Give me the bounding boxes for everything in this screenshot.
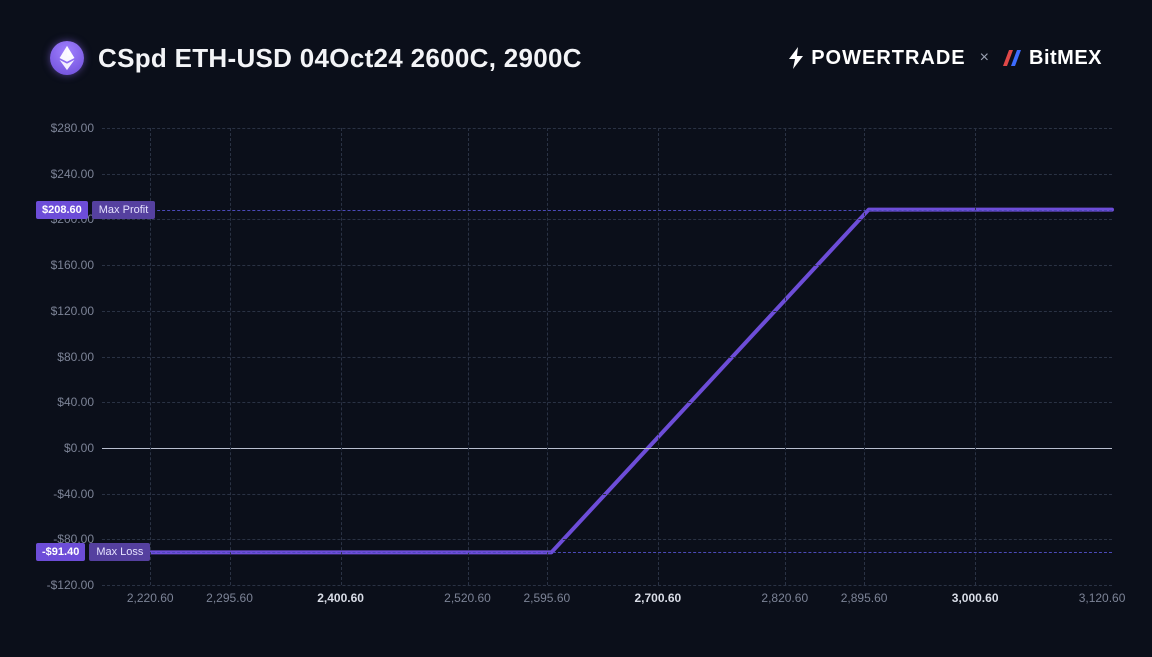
brand-powertrade-text: POWERTRADE xyxy=(811,47,965,70)
gridline-v xyxy=(785,128,786,585)
x-axis-label: 2,595.60 xyxy=(523,591,570,605)
max-loss-badge: -$91.40 Max Loss xyxy=(36,543,150,561)
y-axis-label: -$120.00 xyxy=(36,578,94,592)
x-axis-label: 3,120.60 xyxy=(1079,591,1126,605)
brand-powertrade: POWERTRADE xyxy=(787,47,965,70)
brand-group: POWERTRADE × BitMEX xyxy=(787,47,1102,70)
max-profit-value: $208.60 xyxy=(36,201,88,219)
x-axis-label: 2,700.60 xyxy=(635,591,682,605)
y-axis-label: $160.00 xyxy=(36,258,94,272)
gridline-h xyxy=(102,174,1112,175)
x-axis-label: 2,520.60 xyxy=(444,591,491,605)
gridline-h xyxy=(102,539,1112,540)
gridline-h xyxy=(102,357,1112,358)
gridline-v xyxy=(547,128,548,585)
gridline-h xyxy=(102,311,1112,312)
gridline-v xyxy=(341,128,342,585)
header-bar: CSpd ETH-USD 04Oct24 2600C, 2900C POWERT… xyxy=(50,40,1102,76)
gridline-v xyxy=(975,128,976,585)
brand-separator: × xyxy=(980,49,989,67)
max-profit-ref-line xyxy=(102,210,1112,211)
gridline-v xyxy=(468,128,469,585)
x-axis-label: 2,400.60 xyxy=(317,591,364,605)
x-axis-label: 3,000.60 xyxy=(952,591,999,605)
gridline-v xyxy=(864,128,865,585)
gridline-h xyxy=(102,494,1112,495)
ethereum-icon xyxy=(50,41,84,75)
x-axis-label: 2,895.60 xyxy=(841,591,888,605)
max-loss-label: Max Loss xyxy=(89,543,150,561)
bolt-icon xyxy=(787,47,805,69)
zero-line xyxy=(102,448,1112,449)
page-title: CSpd ETH-USD 04Oct24 2600C, 2900C xyxy=(98,43,582,74)
x-axis-label: 2,220.60 xyxy=(127,591,174,605)
brand-bitmex-text: BitMEX xyxy=(1029,47,1102,70)
payoff-chart: $280.00$240.00$200.00$160.00$120.00$80.0… xyxy=(36,108,1116,629)
bitmex-icon xyxy=(1003,48,1023,68)
y-axis-label: $240.00 xyxy=(36,167,94,181)
gridline-h xyxy=(102,128,1112,129)
x-axis-label: 2,295.60 xyxy=(206,591,253,605)
max-loss-ref-line xyxy=(102,552,1112,553)
y-axis-label: $280.00 xyxy=(36,121,94,135)
y-axis-label: -$40.00 xyxy=(36,487,94,501)
gridline-v xyxy=(230,128,231,585)
gridline-h xyxy=(102,402,1112,403)
gridline-v xyxy=(150,128,151,585)
x-axis-label: 2,820.60 xyxy=(761,591,808,605)
max-profit-label: Max Profit xyxy=(92,201,156,219)
gridline-v xyxy=(658,128,659,585)
y-axis-label: $120.00 xyxy=(36,304,94,318)
brand-bitmex: BitMEX xyxy=(1003,47,1102,70)
max-loss-value: -$91.40 xyxy=(36,543,85,561)
title-group: CSpd ETH-USD 04Oct24 2600C, 2900C xyxy=(50,41,582,75)
y-axis-label: $0.00 xyxy=(36,441,94,455)
y-axis-label: $80.00 xyxy=(36,350,94,364)
plot-area: $208.60 Max Profit -$91.40 Max Loss xyxy=(102,128,1112,585)
y-axis-label: $40.00 xyxy=(36,395,94,409)
gridline-h xyxy=(102,585,1112,586)
gridline-h xyxy=(102,265,1112,266)
gridline-h xyxy=(102,219,1112,220)
max-profit-badge: $208.60 Max Profit xyxy=(36,201,155,219)
